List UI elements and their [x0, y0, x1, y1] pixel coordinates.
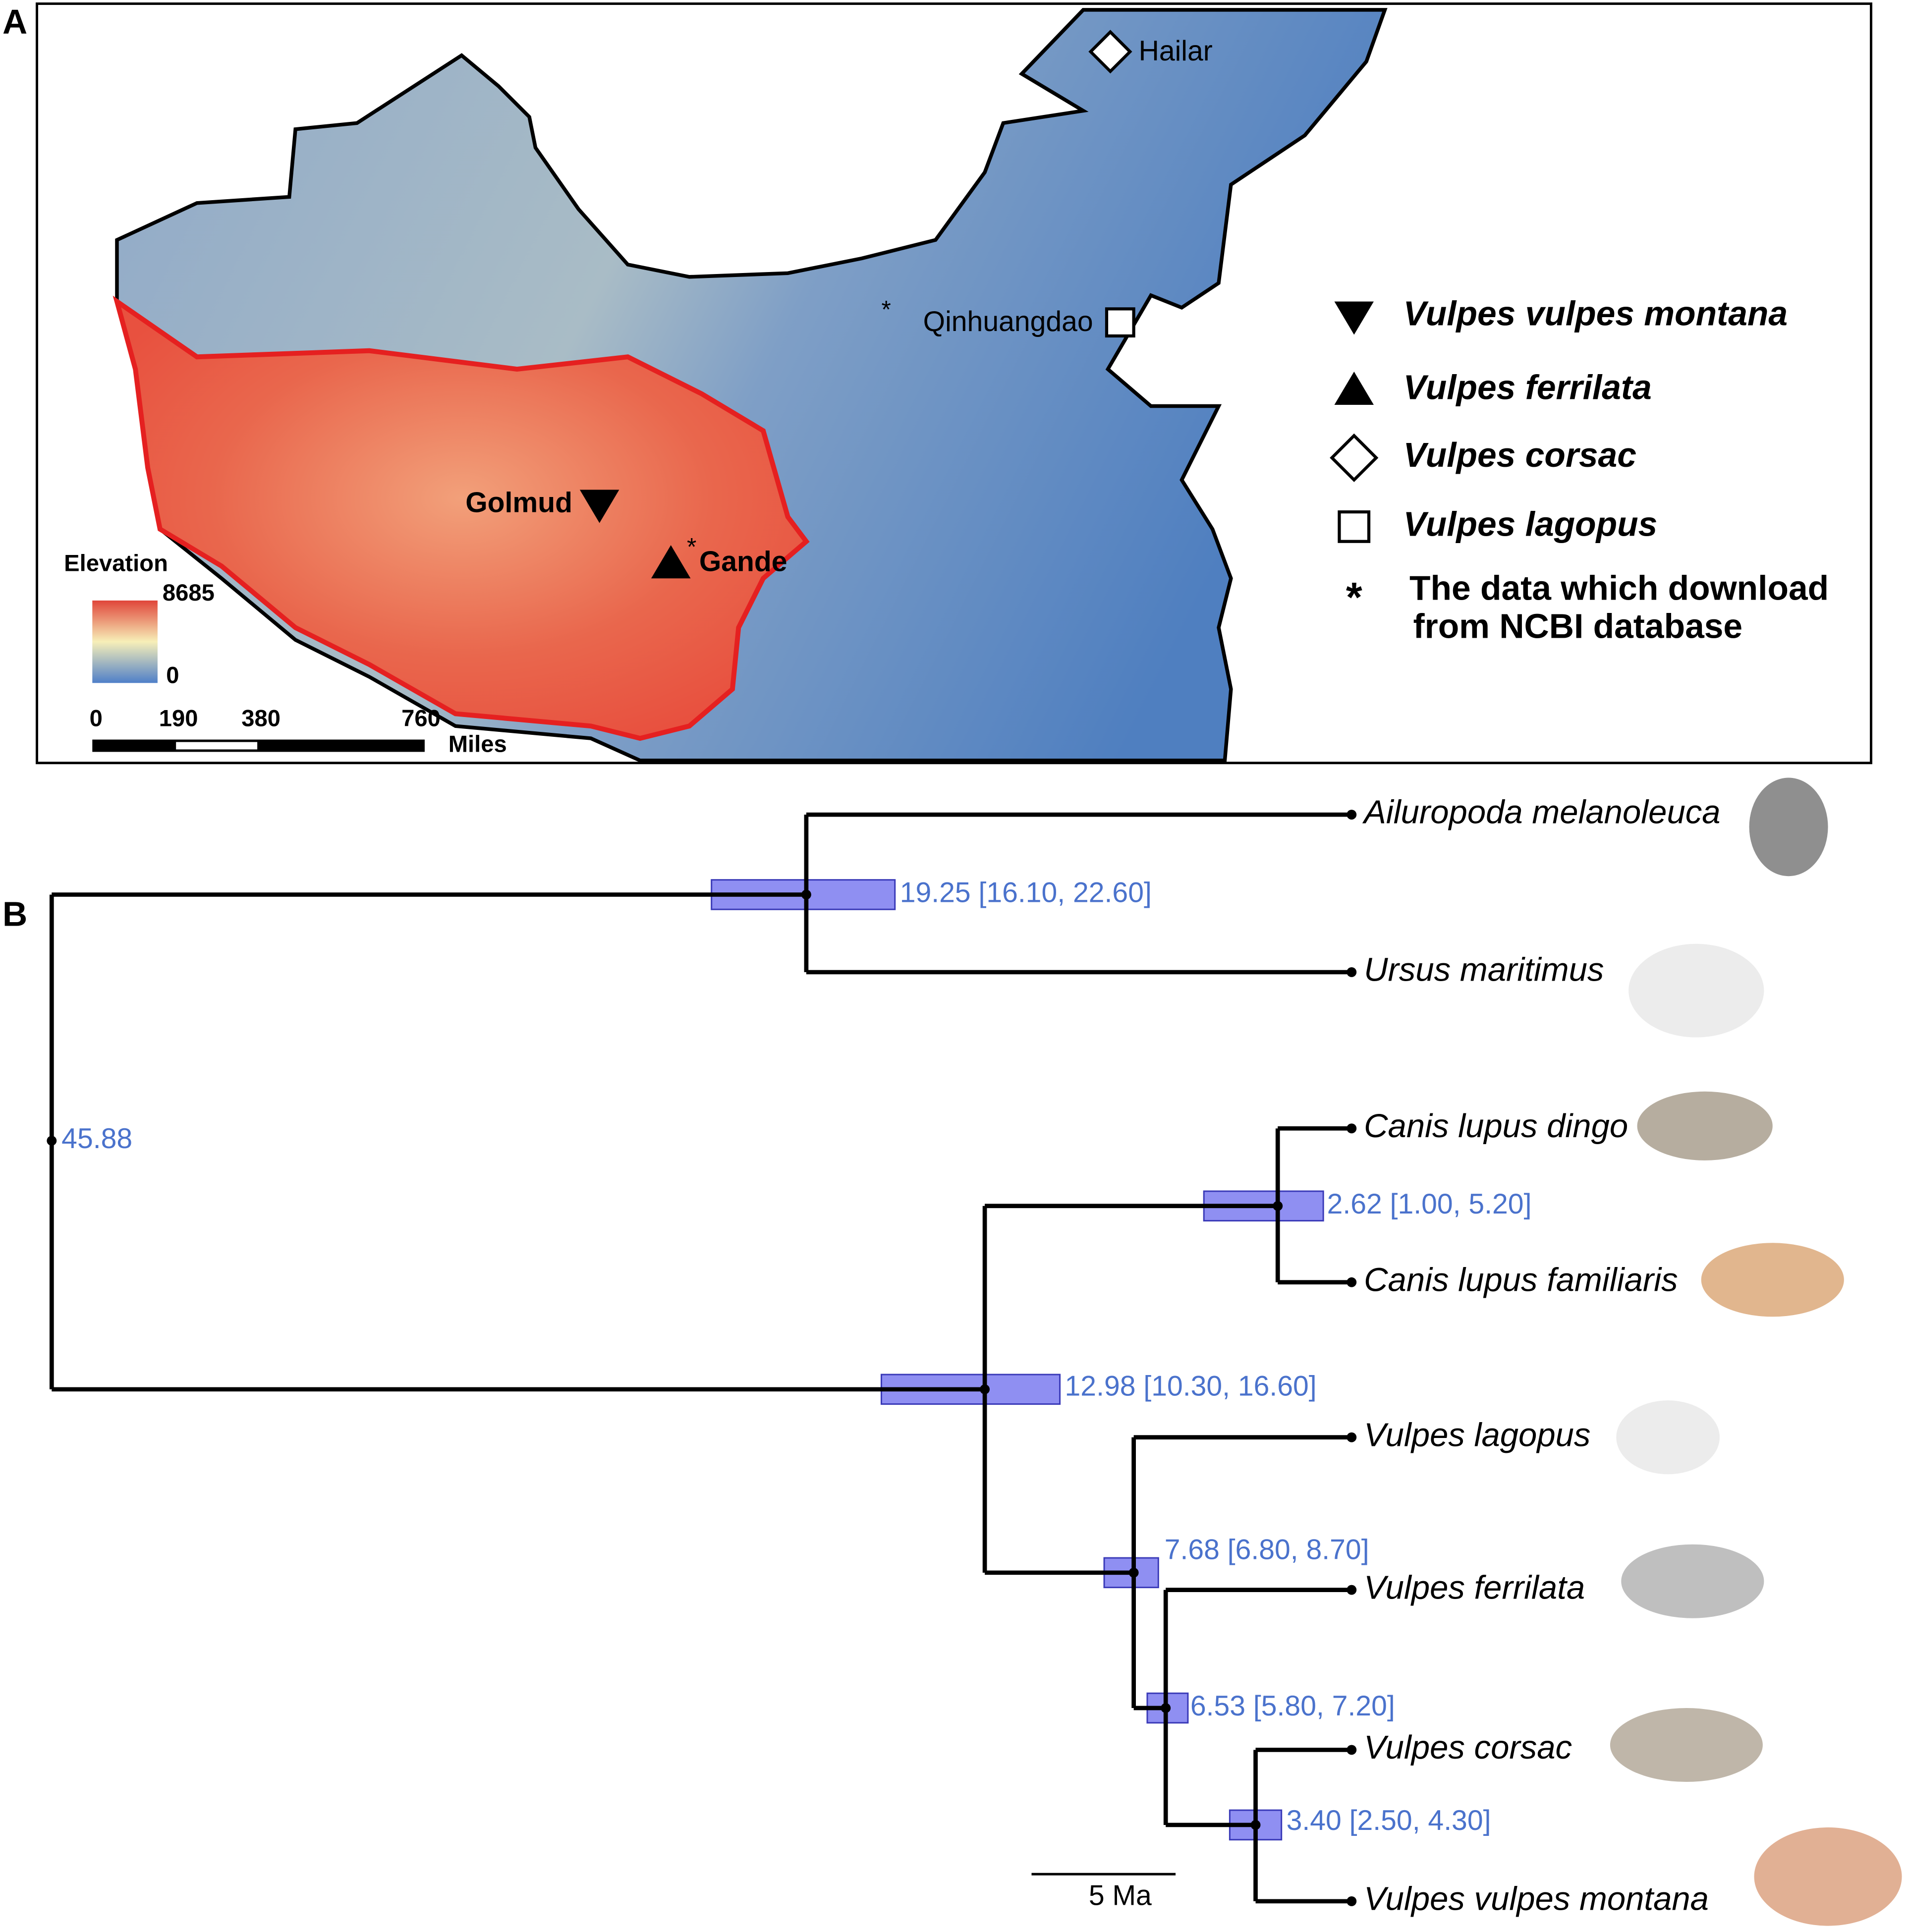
- scale-tick-label: 380: [241, 705, 281, 731]
- legend-label: Vulpes ferrilata: [1403, 368, 1652, 407]
- node-label: 3.40 [2.50, 4.30]: [1287, 1805, 1491, 1836]
- node-label: 19.25 [16.10, 22.60]: [900, 877, 1152, 909]
- node-label: 7.68 [6.80, 8.70]: [1165, 1534, 1369, 1566]
- legend-label: Vulpes vulpes montana: [1403, 294, 1788, 333]
- time-scale-label: 5 Ma: [1089, 1880, 1152, 1912]
- node-label: 2.62 [1.00, 5.20]: [1327, 1188, 1532, 1220]
- tip-label: Ursus maritimus: [1364, 951, 1604, 989]
- legend-square: [1338, 510, 1371, 543]
- marker-diamond: [1088, 30, 1132, 74]
- elevation-max: 8685: [163, 579, 215, 606]
- tip-label: Vulpes ferrilata: [1364, 1569, 1585, 1606]
- scale-tick-label: 760: [401, 705, 441, 731]
- marker-triangle-up: [651, 545, 691, 579]
- node-dot: [980, 1384, 990, 1394]
- node-dot: [1161, 1703, 1171, 1713]
- tip-label: Canis lupus familiaris: [1364, 1261, 1678, 1298]
- node-dot: [1347, 1123, 1357, 1134]
- node-dot: [801, 889, 811, 900]
- node-label: 45.88: [61, 1123, 132, 1155]
- node-dot: [47, 1136, 57, 1146]
- elevation-bar: [92, 600, 158, 683]
- scale-tick-label: 190: [159, 705, 198, 731]
- scale-unit: Miles: [449, 730, 507, 757]
- node-dot: [1273, 1201, 1283, 1211]
- node-dot: [1347, 1585, 1357, 1595]
- elevation-min: 0: [166, 662, 179, 688]
- tip-label: Ailuropoda melanoleuca: [1362, 794, 1720, 831]
- site-label: Hailar: [1139, 35, 1213, 67]
- note-asterisk: *: [1346, 574, 1362, 620]
- legend-diamond: [1330, 433, 1379, 482]
- node-dot: [1250, 1820, 1261, 1830]
- legend-label: Vulpes corsac: [1403, 436, 1636, 474]
- tip-label: Vulpes corsac: [1364, 1729, 1572, 1766]
- site-asterisk: *: [881, 295, 891, 323]
- tibet-plateau: [112, 295, 810, 741]
- node-dot: [1347, 1432, 1357, 1442]
- node-label: 6.53 [5.80, 7.20]: [1190, 1690, 1395, 1722]
- node-dot: [1347, 810, 1357, 820]
- animal-pictures: [1610, 777, 1902, 1926]
- panel-label: B: [2, 895, 27, 934]
- scale-tick-label: 0: [90, 705, 103, 731]
- node-dot: [1347, 1896, 1357, 1906]
- legend-triangle-down: [1334, 301, 1374, 335]
- tip-label: Canis lupus dingo: [1364, 1107, 1628, 1145]
- elevation-title: Elevation: [64, 550, 168, 576]
- marker-square: [1105, 307, 1135, 338]
- legend-triangle-up: [1334, 371, 1374, 405]
- panel-label: A: [2, 2, 27, 41]
- tip-label: Vulpes vulpes montana: [1364, 1880, 1709, 1918]
- node-dot: [1347, 1277, 1357, 1287]
- node-label: 12.98 [10.30, 16.60]: [1065, 1370, 1317, 1402]
- node-dot: [1347, 967, 1357, 977]
- node-dot: [1347, 1745, 1357, 1755]
- marker-triangle-down: [579, 490, 619, 523]
- note-line: from NCBI database: [1413, 607, 1742, 645]
- node-dot: [1128, 1567, 1139, 1578]
- legend-label: Vulpes lagopus: [1403, 504, 1658, 543]
- site-asterisk: *: [687, 533, 696, 561]
- tip-label: Vulpes lagopus: [1364, 1416, 1590, 1453]
- site-label: Gande: [699, 546, 787, 578]
- scale-bar: [92, 739, 425, 752]
- site-label: Qinhuangdao: [923, 306, 1093, 337]
- note-line: The data which download: [1409, 568, 1829, 607]
- site-label: Golmud: [465, 487, 572, 518]
